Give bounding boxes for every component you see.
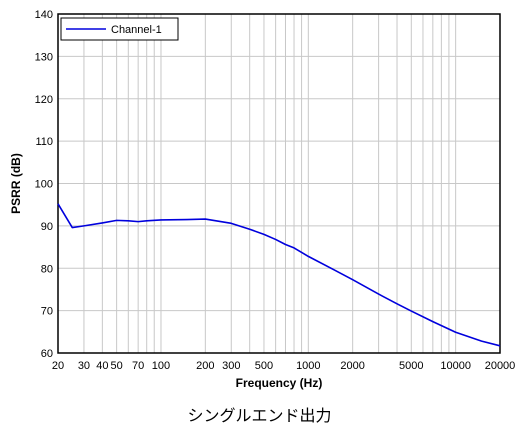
x-tick-label: 20 — [52, 360, 64, 372]
legend-box — [60, 17, 179, 41]
x-tick-label: 20000 — [485, 360, 516, 372]
x-tick-label: 70 — [132, 360, 144, 372]
grid-lines — [58, 14, 500, 353]
x-tick-label: 2000 — [340, 360, 364, 372]
series-line-channel-1 — [57, 203, 501, 347]
y-tick-label: 70 — [41, 306, 53, 318]
tick-labels: 20 30 40 50 70 100 200 300 500 1000 2000 5000 10000 2… — [35, 9, 516, 372]
y-axis-title: PSRR (dB) — [9, 153, 23, 214]
series-layer — [57, 203, 501, 347]
y-tick-label: 100 — [35, 179, 53, 191]
chart-caption: シングルエンド出力 — [187, 406, 332, 425]
x-tick-label: 10000 — [440, 360, 471, 372]
plot-frame — [57, 13, 501, 354]
y-tick-label: 120 — [35, 94, 53, 106]
x-tick-label: 1000 — [296, 360, 320, 372]
x-tick-label: 30 — [78, 360, 90, 372]
y-tick-label: 60 — [41, 348, 53, 360]
psrr-chart: 20 30 40 50 70 100 200 300 500 1000 2000 5000 10000 2… — [9, 9, 516, 390]
y-tick-label: 80 — [41, 263, 53, 275]
x-tick-label: 100 — [152, 360, 170, 372]
legend: Channel-1 — [60, 17, 179, 41]
x-tick-label: 300 — [222, 360, 240, 372]
x-tick-label: 500 — [255, 360, 273, 372]
y-tick-label: 130 — [35, 51, 53, 63]
x-axis-title: Frequency (Hz) — [236, 376, 323, 390]
x-tick-label: 50 — [111, 360, 123, 372]
y-tick-label: 140 — [35, 9, 53, 21]
x-tick-label: 40 — [96, 360, 108, 372]
x-tick-label: 5000 — [399, 360, 423, 372]
x-tick-label: 200 — [196, 360, 214, 372]
legend-label-channel-1: Channel-1 — [111, 24, 162, 36]
y-tick-label: 90 — [41, 221, 53, 233]
y-tick-label: 110 — [35, 136, 53, 148]
